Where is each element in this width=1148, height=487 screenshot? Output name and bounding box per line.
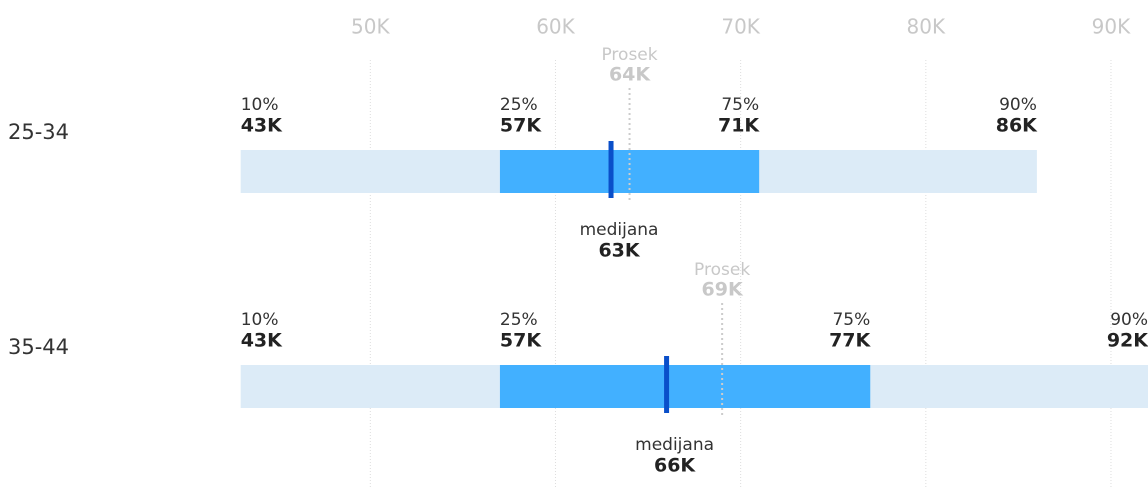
percentile-value: 57K	[500, 330, 542, 352]
percentile-label: 90%	[999, 95, 1037, 115]
mean-label: Prosek	[601, 45, 657, 65]
percentile-value: 57K	[500, 115, 542, 137]
percentile-label: 25%	[500, 310, 538, 330]
percentile-label: 75%	[832, 310, 870, 330]
median-value: 66K	[654, 455, 696, 477]
percentile-value: 43K	[241, 330, 283, 352]
x-tick-label: 80K	[907, 15, 946, 39]
median-label: medijana	[635, 435, 714, 455]
percentile-value: 86K	[996, 115, 1038, 137]
inner-range	[499, 365, 871, 408]
median-label: medijana	[580, 220, 659, 240]
row-label: 35-44	[8, 335, 69, 359]
x-tick-label: 70K	[721, 15, 760, 39]
x-tick-label: 90K	[1092, 15, 1131, 39]
x-tick-label: 50K	[351, 15, 390, 39]
percentile-label: 90%	[1110, 310, 1148, 330]
percentile-label: 10%	[241, 95, 279, 115]
x-tick-label: 60K	[536, 15, 575, 39]
percentile-label: 75%	[721, 95, 759, 115]
percentile-value: 92K	[1107, 330, 1148, 352]
percentile-value: 71K	[718, 115, 760, 137]
inner-range	[499, 150, 760, 193]
median-value: 63K	[598, 240, 640, 262]
mean-label: Prosek	[694, 260, 750, 280]
row-label: 25-34	[8, 120, 69, 144]
mean-value: 64K	[609, 64, 651, 86]
percentile-value: 77K	[829, 330, 871, 352]
mean-value: 69K	[702, 279, 744, 301]
percentile-value: 43K	[241, 115, 283, 137]
percentile-label: 25%	[500, 95, 538, 115]
percentile-label: 10%	[241, 310, 279, 330]
